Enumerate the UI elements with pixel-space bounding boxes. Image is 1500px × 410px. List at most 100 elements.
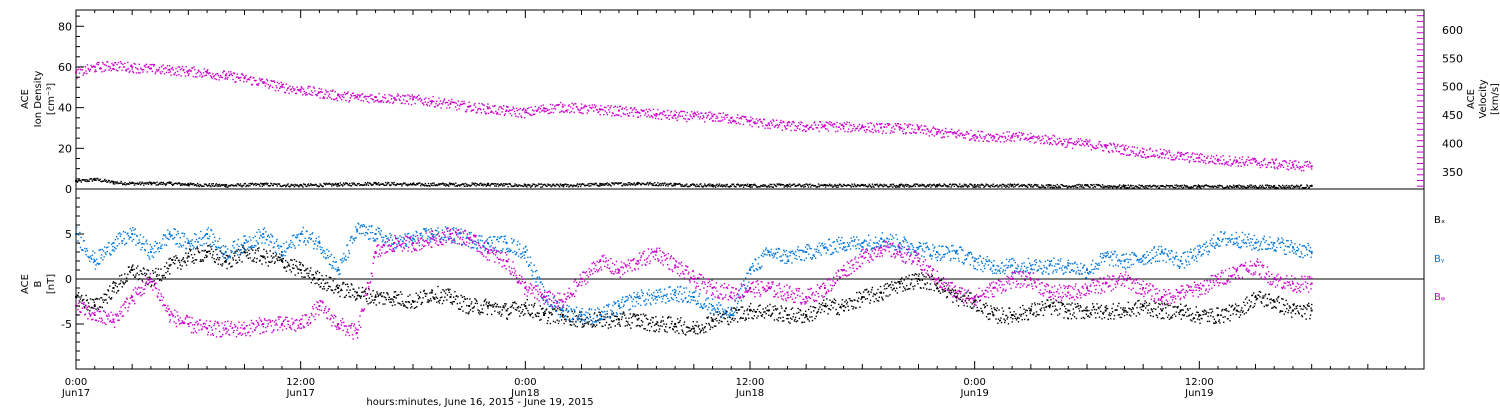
bx-sample	[593, 324, 595, 326]
velocity-sample	[294, 88, 296, 90]
bx-sample	[543, 312, 545, 315]
density-sample	[541, 186, 544, 188]
bx-sample	[105, 294, 108, 296]
velocity-sample	[181, 68, 183, 70]
density-sample	[288, 185, 290, 188]
density-sample	[1180, 186, 1183, 188]
velocity-sample	[503, 114, 506, 116]
density-sample	[1115, 187, 1118, 189]
density-sample	[1304, 187, 1307, 189]
velocity-sample	[1177, 152, 1179, 154]
density-sample	[465, 185, 467, 187]
velocity-sample	[335, 97, 338, 99]
density-sample	[1040, 186, 1042, 189]
density-sample	[480, 182, 482, 184]
density-sample	[533, 183, 535, 186]
velocity-sample	[476, 111, 478, 113]
bx-sample	[660, 320, 663, 322]
velocity-sample	[689, 114, 691, 116]
density-sample	[298, 186, 300, 188]
density-sample	[437, 184, 439, 186]
velocity-sample	[876, 123, 879, 126]
bx-sample	[698, 328, 701, 330]
density-sample	[952, 183, 955, 185]
density-sample	[597, 184, 599, 187]
density-sample	[972, 186, 974, 188]
density-sample	[420, 183, 423, 186]
bx-sample	[529, 313, 531, 316]
bx-sample	[471, 301, 473, 303]
bx-sample	[202, 260, 205, 262]
bx-point	[973, 300, 976, 303]
density-sample	[259, 185, 261, 187]
density-sample	[520, 185, 523, 187]
bx-sample	[136, 272, 138, 274]
velocity-sample	[323, 97, 326, 99]
bx-sample	[857, 297, 860, 299]
density-sample	[365, 184, 367, 186]
velocity-sample	[955, 135, 957, 138]
velocity-sample	[303, 90, 305, 93]
bx-sample	[602, 318, 605, 321]
density-sample	[700, 183, 702, 185]
density-sample	[938, 183, 941, 185]
density-sample	[980, 183, 983, 185]
velocity-sample	[1094, 147, 1097, 150]
density-sample	[885, 184, 888, 186]
velocity-sample	[152, 63, 154, 66]
bx-sample	[199, 260, 201, 263]
density-sample	[1239, 185, 1242, 187]
velocity-sample	[762, 125, 764, 127]
density-sample	[962, 185, 965, 187]
bx-sample	[629, 313, 631, 315]
velocity-sample	[886, 122, 889, 125]
bx-sample	[510, 306, 513, 308]
velocity-sample	[1018, 131, 1020, 134]
velocity-sample	[1166, 152, 1168, 155]
density-sample	[918, 185, 920, 188]
bx-sample	[517, 305, 520, 308]
density-sample	[1275, 186, 1278, 189]
density-sample	[975, 186, 977, 188]
bx-sample	[180, 268, 182, 270]
velocity-sample	[228, 74, 231, 77]
velocity-sample	[612, 112, 614, 115]
velocity-sample	[608, 109, 610, 111]
velocity-sample	[940, 137, 943, 139]
density-sample	[771, 186, 774, 188]
velocity-sample	[1261, 164, 1263, 166]
density-sample	[1254, 184, 1257, 187]
bx-sample	[823, 310, 826, 313]
velocity-point	[1273, 162, 1276, 165]
density-sample	[485, 185, 487, 187]
density-sample	[948, 186, 950, 188]
density-sample	[814, 184, 817, 187]
density-sample	[835, 186, 838, 188]
density-sample	[923, 185, 926, 187]
velocity-tick-label: 400	[1442, 138, 1463, 151]
density-sample	[711, 185, 714, 188]
density-sample	[991, 185, 994, 188]
velocity-sample	[510, 109, 512, 112]
velocity-sample	[338, 95, 341, 98]
bx-sample	[473, 305, 475, 308]
velocity-sample	[561, 110, 563, 112]
velocity-sample	[1014, 133, 1017, 135]
velocity-sample	[979, 136, 982, 138]
velocity-sample	[160, 65, 163, 68]
bx-sample	[305, 268, 308, 270]
velocity-sample	[1250, 158, 1252, 161]
velocity-sample	[274, 89, 277, 92]
bx-sample	[504, 305, 507, 307]
velocity-sample	[340, 98, 343, 101]
velocity-sample	[266, 80, 269, 82]
plasma-panel-frame	[75, 9, 1425, 190]
velocity-sample	[511, 108, 514, 111]
density-sample	[657, 185, 660, 187]
density-sample	[299, 184, 302, 187]
bx-sample	[258, 247, 260, 249]
density-sample	[511, 185, 513, 188]
density-sample	[325, 182, 328, 185]
bx-sample	[225, 261, 227, 264]
density-sample	[150, 183, 153, 186]
